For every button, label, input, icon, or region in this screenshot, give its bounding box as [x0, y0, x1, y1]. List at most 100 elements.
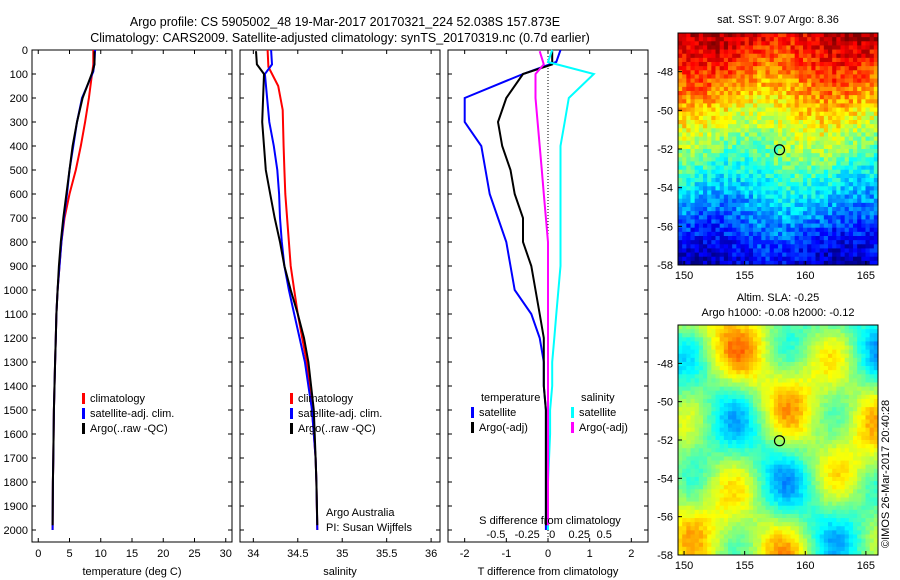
heatmap-cell — [836, 202, 841, 208]
heatmap-cell — [757, 485, 762, 490]
heatmap-cell — [853, 103, 858, 108]
heatmap-cell — [703, 211, 708, 216]
heatmap-cell — [786, 341, 791, 346]
heatmap-cell — [686, 173, 691, 179]
heatmap-cell — [678, 107, 683, 113]
heatmap-cell — [790, 132, 796, 137]
heatmap-cell — [715, 41, 721, 46]
heatmap-cell — [848, 132, 854, 137]
heatmap-cell — [744, 374, 750, 379]
heatmap-cell — [686, 136, 691, 142]
heatmap-cell — [786, 124, 791, 129]
heatmap-cell — [782, 489, 787, 494]
heatmap-cell — [828, 341, 833, 346]
heatmap-cell — [861, 419, 866, 424]
y-tick-label: 400 — [10, 141, 28, 153]
heatmap-cell — [803, 341, 808, 346]
heatmap-cell — [744, 460, 750, 465]
heatmap-cell — [723, 107, 729, 113]
heatmap-cell — [823, 45, 829, 50]
heatmap-cell — [782, 333, 787, 338]
heatmap-cell — [786, 398, 791, 404]
heatmap-cell — [819, 419, 825, 424]
heatmap-cell — [865, 440, 871, 445]
heatmap-cell — [736, 419, 741, 424]
heatmap-cell — [798, 107, 804, 113]
heatmap-cell — [707, 423, 712, 429]
heatmap-cell — [748, 223, 754, 229]
heatmap-cell — [798, 415, 804, 420]
heatmap-cell — [761, 37, 766, 42]
heatmap-cell — [728, 431, 733, 437]
heatmap-cell — [807, 464, 812, 470]
heatmap-cell — [703, 161, 708, 166]
heatmap-cell — [798, 456, 804, 461]
heatmap-cell — [778, 45, 783, 50]
heatmap-cell — [778, 329, 783, 334]
heatmap-cell — [698, 419, 704, 424]
heatmap-cell — [807, 62, 812, 67]
heatmap-cell — [853, 157, 858, 162]
heatmap-cell — [728, 460, 733, 465]
heatmap-cell — [819, 493, 825, 498]
heatmap-cell — [798, 219, 804, 224]
heatmap-cell — [765, 472, 771, 478]
heatmap-cell — [844, 231, 850, 237]
heatmap-cell — [753, 190, 758, 195]
heatmap-cell — [715, 386, 721, 392]
heatmap-cell — [715, 157, 721, 162]
heatmap-cell — [828, 173, 833, 179]
heatmap-cell — [753, 149, 758, 154]
heatmap-cell — [748, 202, 754, 208]
heatmap-cell — [678, 99, 683, 104]
heatmap-cell — [744, 378, 750, 383]
heatmap-cell — [715, 260, 721, 266]
heatmap-cell — [798, 178, 804, 183]
heatmap-cell — [861, 485, 866, 490]
heatmap-cell — [761, 82, 766, 88]
heatmap-cell — [728, 169, 733, 175]
heatmap-cell — [728, 489, 733, 494]
heatmap-cell — [682, 485, 687, 490]
heatmap-cell — [711, 374, 716, 379]
heatmap-cell — [719, 468, 725, 474]
heatmap-cell — [732, 481, 737, 486]
heatmap-cell — [761, 186, 766, 191]
heatmap-cell — [832, 157, 837, 162]
heatmap-cell — [748, 394, 754, 400]
heatmap-cell — [832, 236, 837, 241]
heatmap-cell — [873, 333, 879, 338]
heatmap-cell — [773, 403, 779, 408]
heatmap-cell — [819, 161, 825, 166]
heatmap-cell — [815, 82, 821, 88]
heatmap-cell — [744, 440, 750, 445]
heatmap-cell — [794, 49, 800, 55]
series-temperature-argo-adj- — [496, 51, 554, 526]
heatmap-cell — [723, 337, 729, 342]
heatmap-cell — [773, 464, 779, 470]
heatmap-cell — [723, 236, 729, 241]
heatmap-cell — [807, 370, 812, 375]
heatmap-cell — [769, 260, 775, 266]
heatmap-cell — [736, 49, 741, 55]
heatmap-cell — [698, 398, 704, 404]
heatmap-cell — [828, 99, 833, 104]
heatmap-cell — [728, 403, 733, 408]
heatmap-cell — [848, 165, 854, 171]
heatmap-cell — [715, 62, 721, 67]
heatmap-cell — [723, 415, 729, 420]
heatmap-cell — [811, 107, 816, 113]
heatmap-cell — [803, 157, 808, 162]
heatmap-cell — [694, 99, 700, 104]
heatmap-cell — [678, 91, 683, 96]
heatmap-cell — [703, 49, 708, 55]
heatmap-cell — [694, 223, 700, 229]
heatmap-cell — [823, 456, 829, 461]
heatmap-cell — [794, 485, 800, 490]
heatmap-cell — [782, 215, 787, 220]
heatmap-cell — [773, 240, 779, 245]
heatmap-cell — [832, 211, 837, 216]
heatmap-cell — [803, 186, 808, 191]
heatmap-cell — [715, 333, 721, 338]
